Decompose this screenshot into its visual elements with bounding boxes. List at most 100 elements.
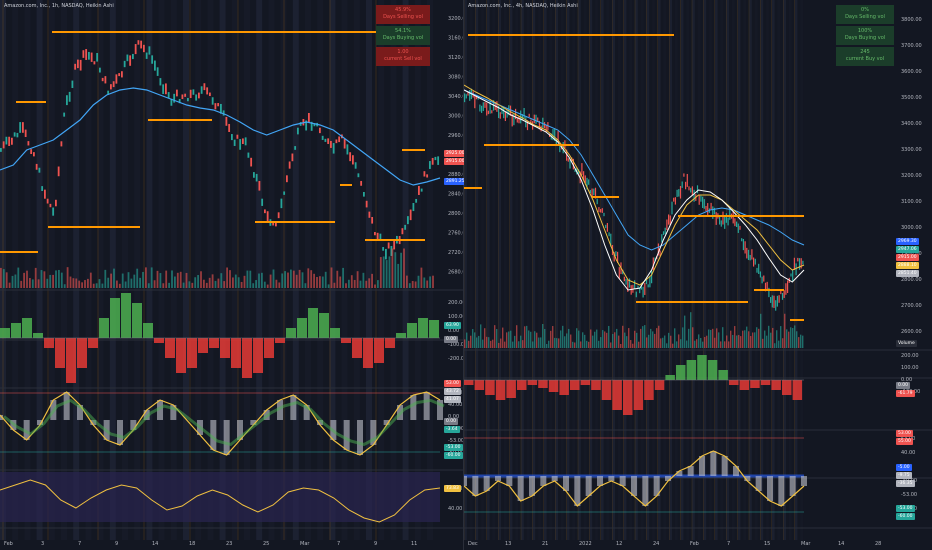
left-chart-canvas[interactable]: 3200.003160.003120.003080.003040.003000.… [0, 0, 463, 550]
candle [203, 83, 206, 91]
candle [162, 84, 165, 94]
volume-bar [488, 337, 490, 348]
candle [572, 158, 574, 170]
volume-bar [604, 331, 606, 348]
oscillator-bar [237, 420, 243, 440]
oscillator-histogram-bar [739, 380, 750, 390]
candle [286, 175, 288, 183]
volume-bar [702, 341, 704, 348]
candle [324, 138, 327, 142]
price-axis-label: 2760.00 [448, 231, 463, 237]
volume-bar [310, 270, 313, 288]
candle [71, 80, 74, 89]
candle [231, 134, 233, 141]
candle [465, 94, 467, 99]
candle [382, 247, 385, 251]
candle [426, 174, 429, 178]
candle [555, 139, 557, 145]
candle [291, 153, 294, 162]
volume-bar [75, 278, 78, 288]
candle [85, 49, 88, 60]
oscillator-bar [472, 476, 479, 496]
session-band [560, 0, 564, 540]
volume-bar [546, 343, 548, 348]
candle [156, 67, 159, 76]
right-chart-canvas[interactable]: 3800.00 3700.00 3600.00 3500.00 3400.00 3300.… [464, 0, 932, 550]
price-tag: -9.75 [896, 472, 912, 479]
oscillator-bar [370, 420, 377, 445]
candle [275, 221, 277, 227]
volume-bar [353, 279, 356, 288]
candle [625, 278, 627, 285]
right-chart-pane[interactable]: 3800.00 3700.00 3600.00 3500.00 3400.00 3300.… [464, 0, 932, 550]
candle [93, 61, 96, 65]
left-chart-pane[interactable]: 3200.003160.003120.003080.003040.003000.… [0, 0, 467, 550]
candle [335, 139, 338, 144]
volume-bar [278, 282, 281, 288]
candle [38, 167, 41, 173]
candle [220, 103, 222, 114]
candle [13, 132, 16, 137]
candle [327, 138, 330, 144]
candle [753, 257, 755, 267]
volume-bar [498, 342, 500, 348]
candle [247, 152, 250, 158]
oscillator-histogram-bar [308, 308, 318, 338]
candle [732, 210, 734, 224]
oscillator-bar [303, 405, 310, 420]
volume-bar [316, 276, 318, 288]
volume-bar [391, 248, 394, 288]
volume-bar [426, 280, 429, 288]
candle [725, 213, 727, 223]
oscillator-bar [744, 476, 751, 481]
candle [530, 119, 532, 125]
candle [192, 89, 195, 95]
oscillator-histogram-bar [676, 365, 686, 380]
volume-bar [176, 272, 179, 288]
oscillator-axis-label: 0.00 [448, 328, 459, 334]
price-tag: -3.64 [444, 426, 460, 433]
time-axis-label: 9 [374, 541, 377, 547]
candle [115, 74, 118, 84]
price-tag: 0.00 [444, 336, 459, 343]
candle [165, 83, 167, 95]
volume-bar [171, 270, 173, 288]
oscillator-bar [676, 471, 683, 476]
session-band [268, 0, 275, 540]
candle [766, 281, 768, 291]
volume-bar [127, 272, 130, 288]
candle [542, 117, 544, 128]
candle [112, 81, 115, 88]
candle [143, 44, 145, 53]
session-band [538, 0, 541, 540]
session-band [686, 0, 690, 540]
volume-bar [414, 281, 417, 288]
session-band [714, 0, 718, 540]
volume-bar [558, 338, 560, 348]
volume-bar [540, 337, 542, 348]
candle [479, 104, 481, 112]
price-tag: 2888.10 [896, 262, 919, 269]
candle [785, 283, 787, 295]
candle [140, 40, 143, 49]
candle [681, 181, 683, 188]
candle [518, 116, 520, 124]
oscillator-bar [585, 476, 592, 496]
volume-bar [720, 341, 722, 348]
volume-bar [778, 340, 780, 348]
candle [233, 139, 236, 146]
candle [700, 195, 702, 202]
volume-bar [740, 336, 742, 348]
volume-bar [476, 337, 478, 348]
volume-bar [506, 332, 508, 348]
oscillator-histogram-bar [198, 338, 208, 353]
volume-bar [796, 331, 798, 348]
price-tag: -53.00 [896, 505, 915, 512]
volume-bar [258, 273, 260, 288]
candle [385, 248, 387, 260]
oscillator-bar [130, 420, 137, 430]
volume-bar [632, 343, 634, 348]
volume-bar [429, 276, 431, 288]
candle [739, 225, 741, 230]
candle [521, 114, 523, 120]
